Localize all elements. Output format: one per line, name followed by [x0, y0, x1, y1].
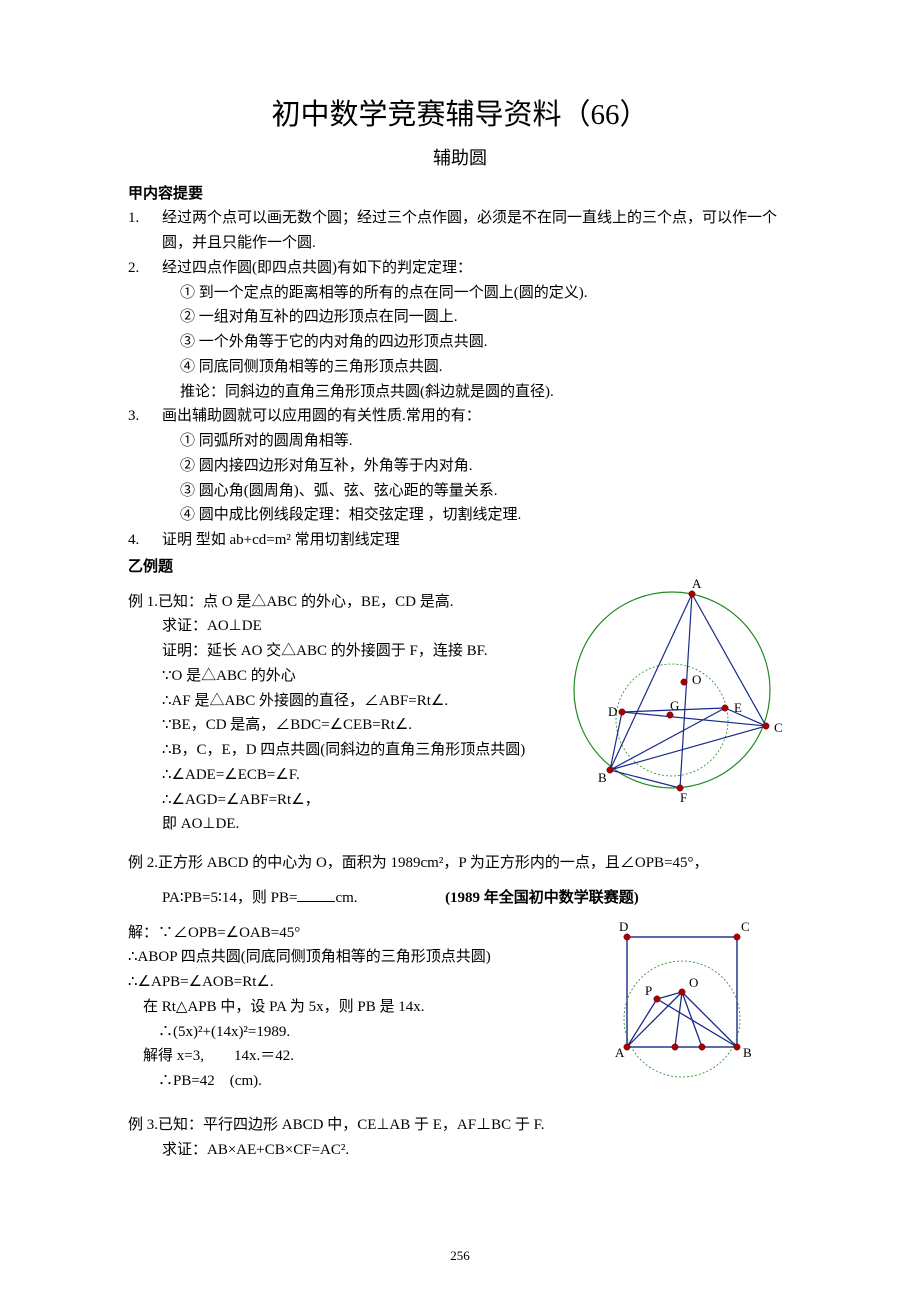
blank-fill [297, 886, 335, 902]
ex1-proof-label: 证明： [162, 643, 207, 659]
sub-list-item: ① 到一个定点的距离相等的所有的点在同一个圆上(圆的定义). [180, 281, 792, 306]
ex1-given: 已知：点 O 是△ABC 的外心，BE，CD 是高. [158, 594, 453, 610]
example-2: 例 2.正方形 ABCD 的中心为 O，面积为 1989cm²，P 为正方形内的… [128, 851, 792, 1099]
svg-text:D: D [608, 704, 617, 719]
sub-list: ① 到一个定点的距离相等的所有的点在同一个圆上(圆的定义).② 一组对角互补的四… [128, 281, 792, 405]
example-1: AODGECBF 例 1.已知：点 O 是△ABC 的外心，BE，CD 是高. … [128, 590, 792, 838]
svg-text:F: F [680, 790, 687, 805]
list-item: 1.经过两个点可以画无数个圆；经过三个点作圆，必须是不在同一直线上的三个点，可以… [128, 206, 792, 256]
page-number: 256 [0, 1245, 920, 1266]
ex2-source: (1989 年全国初中数学联赛题) [445, 890, 639, 906]
circle-diagram-svg: A O D G E C B F [562, 570, 792, 815]
ex2-text2a: PA∶PB=5∶14，则 PB= [162, 890, 297, 906]
ex1-label: 例 1. [128, 594, 158, 610]
page-subtitle: 辅助圆 [128, 144, 792, 174]
list-item: 2.经过四点作圆(即四点共圆)有如下的判定定理： [128, 256, 792, 281]
svg-text:B: B [743, 1045, 752, 1060]
ex1-proof-0: 延长 AO 交△ABC 的外接圆于 F，连接 BF. [207, 643, 488, 659]
ex2-text2b: cm. [335, 890, 357, 906]
sub-list-item: ④ 同底同侧顶角相等的三角形顶点共圆. [180, 355, 792, 380]
sub-list-item: ④ 圆中成比例线段定理：相交弦定理 ，切割线定理. [180, 503, 792, 528]
svg-text:E: E [734, 700, 742, 715]
svg-text:B: B [598, 770, 607, 785]
svg-text:D: D [619, 919, 628, 934]
svg-text:C: C [774, 720, 783, 735]
sub-list-item: 推论：同斜边的直角三角形顶点共圆(斜边就是圆的直径). [180, 380, 792, 405]
sub-list-item: ③ 一个外角等于它的内对角的四边形顶点共圆. [180, 330, 792, 355]
sub-list-item: ② 一组对角互补的四边形顶点在同一圆上. [180, 305, 792, 330]
ex3-prove: 求证：AB×AE+CB×CF=AC². [128, 1138, 792, 1163]
svg-text:P: P [645, 983, 652, 998]
svg-text:A: A [615, 1045, 625, 1060]
svg-text:A: A [692, 576, 702, 591]
svg-text:C: C [741, 919, 750, 934]
square-diagram-svg: D C A B O P [597, 917, 772, 1087]
diagram-2: D C A B O P [597, 917, 772, 1096]
ex2-label: 例 2. [128, 855, 158, 871]
page-title: 初中数学竞赛辅导资料（66） [128, 92, 792, 140]
list-item: 4.证明 型如 ab+cd=m² 常用切割线定理 [128, 528, 792, 553]
sub-list: ① 同弧所对的圆周角相等.② 圆内接四边形对角互补，外角等于内对角.③ 圆心角(… [128, 429, 792, 528]
sub-list-item: ① 同弧所对的圆周角相等. [180, 429, 792, 454]
ex3-given: 已知：平行四边形 ABCD 中，CE⊥AB 于 E，AF⊥BC 于 F. [158, 1117, 545, 1133]
outline-list: 1.经过两个点可以画无数个圆；经过三个点作圆，必须是不在同一直线上的三个点，可以… [128, 206, 792, 553]
sub-list-item: ③ 圆心角(圆周角)、弧、弦、弦心距的等量关系. [180, 479, 792, 504]
ex3-label: 例 3. [128, 1117, 158, 1133]
section1-heading: 甲内容提要 [128, 182, 792, 207]
example-3: 例 3.已知：平行四边形 ABCD 中，CE⊥AB 于 E，AF⊥BC 于 F.… [128, 1113, 792, 1163]
sub-list-item: ② 圆内接四边形对角互补，外角等于内对角. [180, 454, 792, 479]
svg-text:G: G [670, 698, 679, 713]
svg-text:O: O [689, 975, 698, 990]
diagram-1: A O D G E C B F [562, 570, 792, 824]
ex2-text1: 正方形 ABCD 的中心为 O，面积为 1989cm²，P 为正方形内的一点，且… [158, 855, 709, 871]
svg-text:O: O [692, 672, 701, 687]
list-item: 3.画出辅助圆就可以应用圆的有关性质.常用的有： [128, 404, 792, 429]
